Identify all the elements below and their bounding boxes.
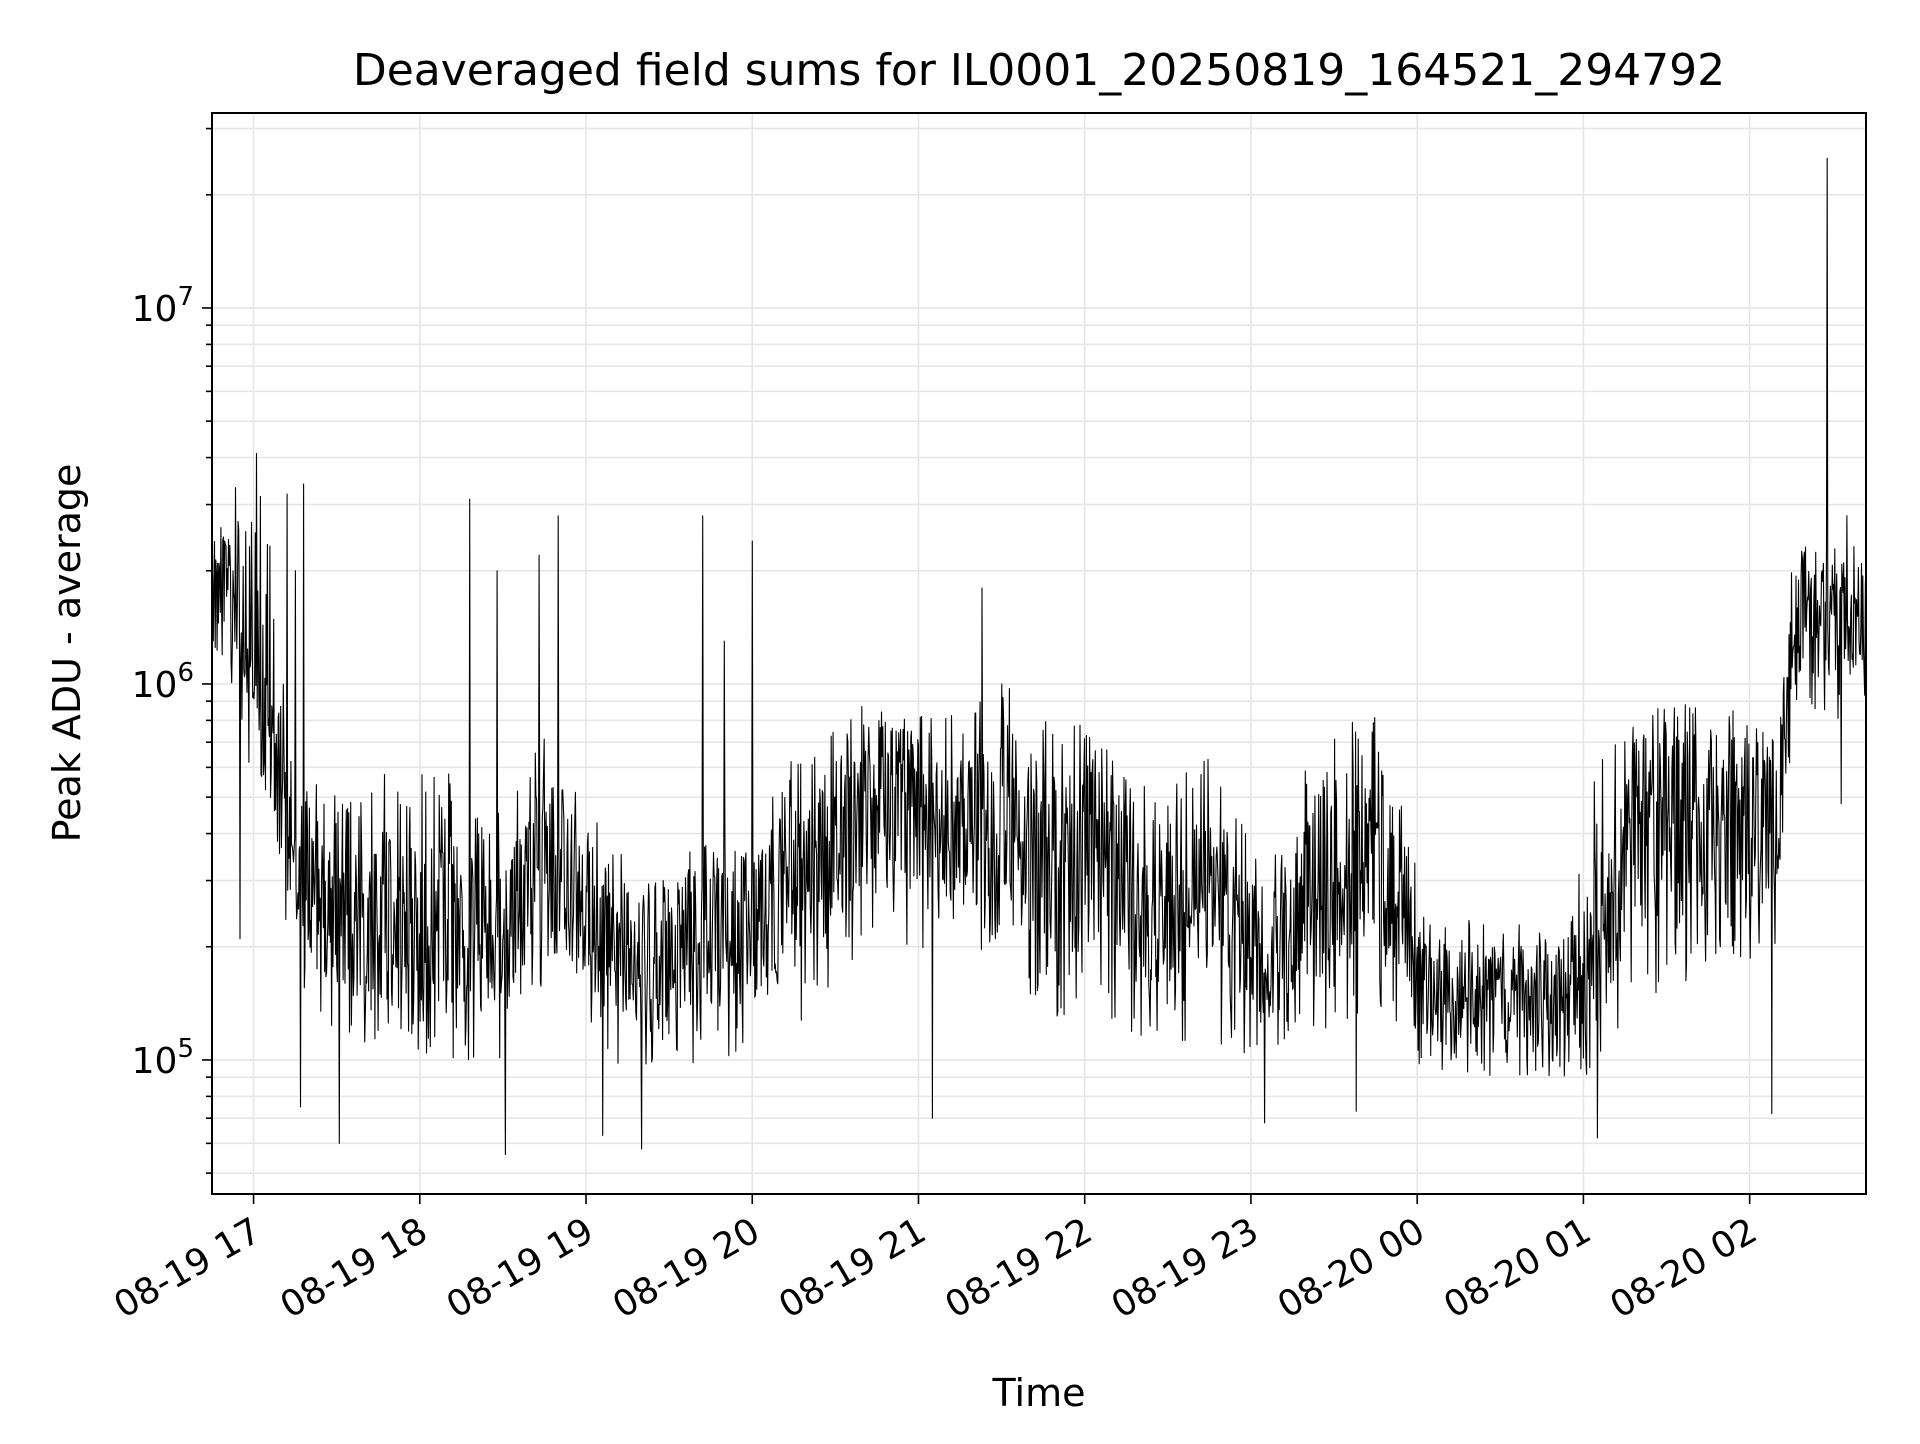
y-tick-label: 107 <box>132 282 194 330</box>
y-axis-label: Peak ADU - average <box>45 464 89 843</box>
x-tick-label: 08-19 21 <box>772 1210 933 1326</box>
grid <box>212 113 1866 1194</box>
x-tick-label: 08-19 23 <box>1105 1210 1266 1326</box>
series-line <box>211 157 1867 1156</box>
x-tick-label: 08-20 02 <box>1603 1210 1764 1326</box>
x-tick-label: 08-19 17 <box>107 1210 268 1326</box>
axis-ticks <box>202 127 1751 1204</box>
y-tick-label: 105 <box>132 1034 194 1082</box>
x-tick-label: 08-19 22 <box>939 1210 1100 1326</box>
chart-title: Deaveraged field sums for IL0001_2025081… <box>353 45 1725 96</box>
data-line <box>211 157 1867 1156</box>
x-tick-label: 08-19 19 <box>440 1210 601 1326</box>
x-tick-label: 08-20 00 <box>1271 1210 1432 1326</box>
x-axis-label: Time <box>992 1371 1086 1415</box>
x-tick-label: 08-19 18 <box>274 1210 435 1326</box>
plot-frame <box>211 112 1867 1195</box>
x-tick-label: 08-19 20 <box>606 1210 767 1326</box>
y-tick-label: 106 <box>132 658 194 706</box>
x-tick-label: 08-20 01 <box>1437 1210 1598 1326</box>
